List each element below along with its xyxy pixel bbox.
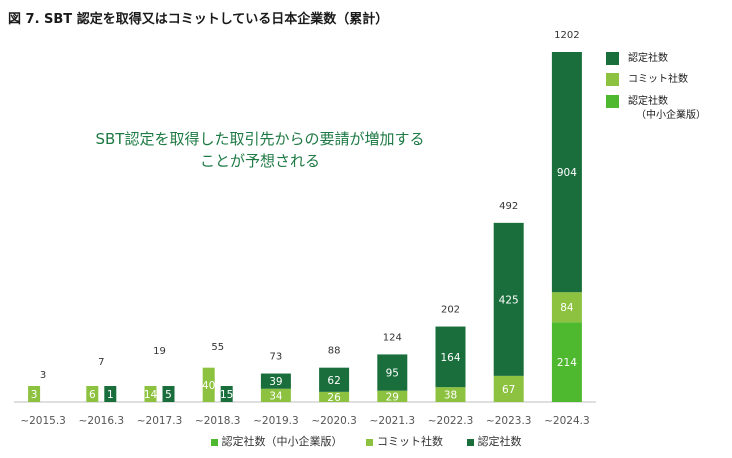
x-tick-label: ~2023.3 — [486, 415, 532, 427]
bar-value-label: 425 — [499, 294, 519, 306]
total-label: 73 — [270, 352, 283, 363]
x-tick-label: ~2015.3 — [20, 415, 66, 427]
legend-bottom-item-commit: コミット社数 — [366, 433, 443, 449]
legend-bottom-item-sme: 認定社数（中小企業版） — [210, 433, 343, 449]
legend-label: コミット社数 — [628, 74, 688, 85]
bar-value-label: 14 — [144, 389, 158, 401]
total-label: 124 — [383, 332, 402, 343]
total-label: 7 — [98, 357, 104, 368]
bar-value-label: 67 — [502, 384, 515, 396]
total-label: 3 — [40, 370, 46, 381]
bar-value-label: 29 — [386, 391, 399, 403]
bar-certified — [377, 354, 408, 391]
legend-label: 認定社数 — [628, 96, 668, 107]
bar-value-label: 38 — [444, 390, 457, 402]
bar-commit — [319, 391, 350, 402]
bar-commit — [551, 292, 582, 323]
bar-certified — [104, 386, 117, 402]
bar-value-label: 40 — [202, 380, 215, 392]
x-tick-label: ~2024.3 — [544, 415, 590, 427]
legend-swatch — [606, 73, 619, 86]
annotation-line-2: ことが予想される — [199, 152, 320, 170]
bar-value-label: 5 — [165, 389, 172, 401]
legend-swatch — [466, 438, 474, 446]
bar-commit — [144, 386, 157, 402]
bar-certified — [260, 373, 291, 389]
legend-swatch — [606, 52, 619, 65]
legend-label-sub: （中小企業版） — [636, 110, 706, 121]
bar-certified — [493, 222, 524, 376]
chart-annotation: SBT認定を取得した取引先からの要請が増加する ことが予想される — [80, 128, 440, 172]
x-tick-label: ~2017.3 — [137, 415, 183, 427]
legend-label: コミット社数 — [377, 435, 443, 448]
x-tick-label: ~2016.3 — [79, 415, 125, 427]
total-label: 202 — [441, 305, 460, 316]
bar-commit — [260, 388, 291, 402]
total-label: 492 — [499, 201, 518, 212]
legend-bottom-item-certified: 認定社数 — [466, 433, 522, 449]
bar-value-label: 1 — [107, 389, 114, 401]
total-label: 19 — [153, 346, 166, 357]
chart-title: 図 7. SBT 認定を取得又はコミットしている日本企業数（累計） — [8, 12, 389, 27]
x-tick-label: ~2020.3 — [311, 415, 357, 427]
bar-commit — [493, 375, 524, 402]
bar-certified — [162, 386, 175, 402]
legend-swatch — [366, 438, 373, 446]
bar-sme — [551, 322, 582, 402]
bar-commit — [435, 387, 466, 402]
x-tick-label: ~2018.3 — [195, 415, 241, 427]
bar-value-label: 214 — [557, 357, 577, 369]
bar-value-label: 15 — [220, 389, 233, 401]
bar-commit — [377, 390, 408, 402]
annotation-line-1: SBT認定を取得した取引先からの要請が増加する — [95, 130, 425, 148]
bar-value-label: 3 — [31, 389, 38, 401]
bar-value-label: 904 — [557, 167, 577, 179]
bar-certified — [435, 326, 466, 388]
bar-value-label: 34 — [269, 390, 283, 402]
legend-swatch — [210, 438, 218, 446]
bar-value-label: 62 — [327, 375, 340, 387]
bar-commit — [28, 386, 41, 402]
bar-certified — [220, 386, 233, 402]
bar-value-label: 6 — [89, 389, 96, 401]
total-label: 88 — [328, 346, 341, 357]
legend-label: 認定社数（中小企業版） — [221, 435, 343, 448]
total-label: 1202 — [554, 30, 579, 41]
bar-commit — [202, 367, 215, 402]
x-tick-label: ~2021.3 — [370, 415, 416, 427]
x-tick-label: ~2022.3 — [428, 415, 474, 427]
legend-swatch — [606, 95, 619, 108]
total-label: 55 — [211, 342, 224, 353]
bar-commit — [86, 386, 99, 402]
bar-certified — [551, 52, 582, 293]
bar-value-label: 95 — [386, 368, 399, 380]
legend-label: 認定社数 — [628, 53, 668, 64]
bar-value-label: 84 — [560, 302, 574, 314]
bar-value-label: 39 — [269, 376, 282, 388]
legend-bottom: 認定社数（中小企業版） コミット社数 認定社数 — [0, 433, 732, 449]
bar-value-label: 26 — [327, 392, 341, 404]
bar-certified — [319, 367, 350, 392]
legend-label: 認定社数 — [477, 435, 522, 448]
bar-value-label: 164 — [440, 352, 460, 364]
x-tick-label: ~2019.3 — [253, 415, 299, 427]
